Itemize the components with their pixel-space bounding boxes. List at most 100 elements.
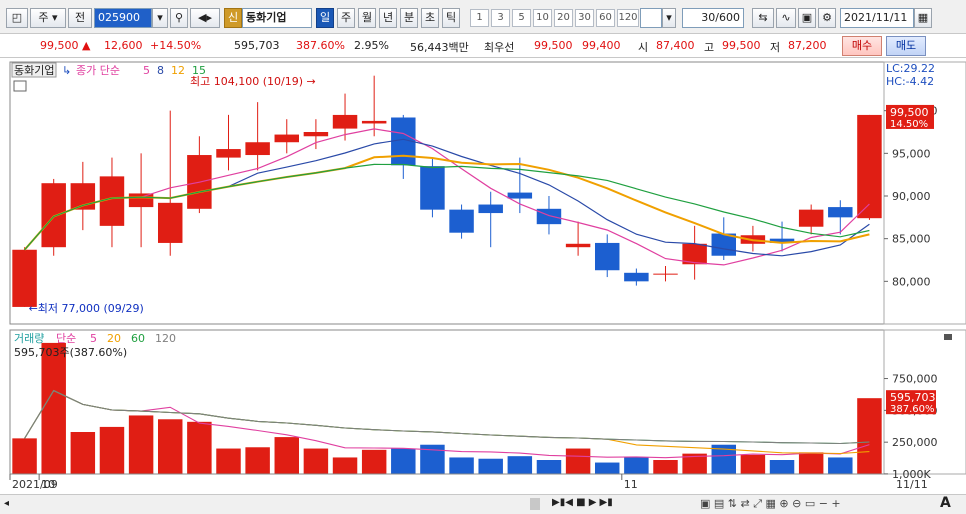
gear-icon[interactable]: ⚙ (818, 8, 836, 28)
code-input[interactable]: 025900 (94, 8, 152, 28)
zoom-text-icon[interactable]: A (940, 495, 951, 511)
period-tab[interactable]: 틱 (442, 8, 460, 28)
search-icon[interactable]: ⚲ (170, 8, 188, 28)
candle-body (507, 192, 533, 199)
chart-area[interactable]: 100,00095,00090,00085,00080,0001,000K750… (0, 58, 966, 494)
chart-svg[interactable]: 100,00095,00090,00085,00080,0001,000K750… (0, 58, 966, 494)
save-icon[interactable]: ▣ (798, 8, 816, 28)
volume-bar (565, 448, 591, 474)
candle-body (157, 202, 183, 243)
market-select[interactable]: 주 ▾ (30, 8, 66, 28)
volume-bar (536, 460, 562, 474)
market-select-label: 주 (38, 11, 49, 24)
date-field[interactable]: 2021/11/11 (840, 8, 914, 28)
calendar-icon[interactable]: ▦ (914, 8, 932, 28)
ma-header-icon: ↳ (62, 64, 71, 77)
volume-ma-period: 120 (155, 332, 176, 345)
change-value: 12,600 (104, 39, 143, 52)
interval-button[interactable]: 3 (491, 9, 510, 27)
hc-label: HC:-4.42 (886, 75, 934, 88)
play-controls[interactable]: ▶▮◀ ■ ▶ ▶▮ (552, 497, 613, 508)
window-menu-icon[interactable]: ◰ (6, 8, 28, 28)
candle-body (41, 183, 66, 248)
drawing-tools[interactable]: ▣ ▤ ⇅ ⇄ ⤢ ▦ ⊕ ⊖ ▭ − + (700, 497, 841, 510)
change-pct: +14.50% (150, 39, 202, 52)
interval-button[interactable]: 5 (512, 9, 531, 27)
volume-bar (70, 432, 96, 474)
sell-button[interactable]: 매도 (886, 36, 926, 56)
ma-line (24, 163, 870, 251)
interval-button[interactable]: 60 (596, 9, 615, 27)
candle-body (594, 242, 620, 271)
code-dropdown-icon[interactable]: ▾ (152, 8, 168, 28)
volume-bar (798, 452, 824, 474)
interval-button[interactable]: 10 (533, 9, 552, 27)
interval-button[interactable]: 120 (617, 9, 639, 27)
best-bid: 99,400 (582, 39, 621, 52)
interval-button[interactable]: 1 (470, 9, 489, 27)
compare-icon[interactable]: ⇆ (752, 8, 774, 28)
period-tab[interactable]: 일 (316, 8, 334, 28)
interval-button[interactable]: 30 (575, 9, 594, 27)
volume-title: 거래량 (14, 332, 44, 345)
volume-bar (828, 457, 853, 474)
volume-bar (41, 342, 66, 474)
count-field[interactable]: 30/600 (682, 8, 744, 28)
volume-bar (769, 460, 795, 474)
ma-period: 5 (143, 64, 150, 77)
change-arrow: ▲ (82, 39, 91, 52)
ma-period: 12 (171, 64, 185, 77)
stock-tag: 동화기업 (14, 64, 54, 77)
volume-ma-period: 5 (90, 332, 97, 345)
current-price: 99,500 (40, 39, 79, 52)
volume-bar (332, 457, 358, 474)
tick-chart-icon[interactable]: ∿ (776, 8, 796, 28)
period-tab[interactable]: 분 (400, 8, 418, 28)
low-annotation: ←최저 77,000 (09/29) (29, 302, 144, 315)
candle-body (216, 149, 241, 158)
period-tab[interactable]: 주 (337, 8, 355, 28)
high-label: 고 (704, 41, 715, 54)
volume-bar (128, 415, 154, 474)
candle-body (128, 193, 154, 208)
price-tag-box (886, 104, 934, 129)
volume-bar (99, 426, 125, 474)
volume-bar (740, 454, 766, 474)
period-tab[interactable]: 월 (358, 8, 376, 28)
x-tick-label: 10 (41, 478, 55, 491)
price-tag-pct: 14.50% (890, 119, 928, 130)
high-price: 99,500 (722, 39, 761, 52)
volume-tag-pct: 387.60% (890, 404, 935, 415)
volume-bar (653, 460, 678, 474)
volume-tag: 595,703 (890, 391, 936, 404)
x-tick-label: 11 (624, 478, 638, 491)
candle-body (624, 272, 649, 282)
candle-body (857, 114, 882, 219)
volume-bar (274, 437, 300, 474)
count-total: /600 (715, 11, 740, 24)
stock-name-field[interactable]: 동화기업 (242, 8, 312, 28)
interval-dropdown-icon[interactable]: ▾ (662, 8, 676, 28)
x-tick-label: 2021/09 (12, 478, 58, 491)
volume-value: 595,703 (234, 39, 280, 52)
best-ask: 99,500 (534, 39, 573, 52)
volume-tick-label: 750,000 (892, 373, 938, 386)
interval-button[interactable]: 20 (554, 9, 573, 27)
scrollbar[interactable]: ◂ ▶▮◀ ■ ▶ ▶▮ ▣ ▤ ⇅ ⇄ ⤢ ▦ ⊕ ⊖ ▭ − + A (0, 494, 966, 514)
scroll-thumb[interactable] (530, 498, 540, 510)
candle-body (274, 134, 300, 143)
period-tab[interactable]: 초 (421, 8, 439, 28)
interval-input[interactable] (640, 8, 662, 28)
scroll-left-icon[interactable]: ◂ (4, 498, 10, 509)
buy-button[interactable]: 매수 (842, 36, 882, 56)
volume-bar (449, 457, 474, 474)
volume-info: 595,703주(387.60%) (14, 346, 127, 359)
panel-collapse-icon (944, 334, 952, 340)
volume-bar (682, 453, 707, 474)
period-tab[interactable]: 년 (379, 8, 397, 28)
volume-bar (12, 438, 37, 474)
volume-bar (478, 458, 503, 474)
lc-label: LC:29.22 (886, 62, 935, 75)
jeon-button[interactable]: 전 (68, 8, 92, 28)
sound-icon[interactable]: ◀▸ (190, 8, 220, 28)
